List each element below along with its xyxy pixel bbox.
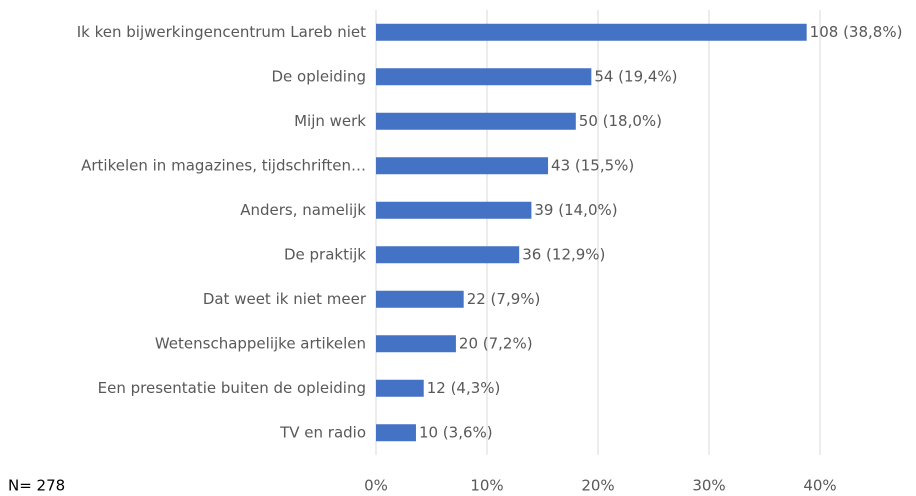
- x-tick-label: 30%: [692, 477, 725, 495]
- data-label: 20 (7,2%): [459, 334, 533, 352]
- data-label: 36 (12,9%): [522, 245, 605, 263]
- data-label: 22 (7,9%): [467, 290, 541, 308]
- y-tick-label: Artikelen in magazines, tijdschriften…: [81, 156, 366, 174]
- bar: [376, 379, 424, 397]
- data-label: 43 (15,5%): [551, 156, 634, 174]
- bar: [376, 424, 416, 442]
- bar: [376, 246, 520, 264]
- y-tick-label: Ik ken bijwerkingencentrum Lareb niet: [77, 23, 366, 41]
- x-tick-label: 40%: [803, 477, 836, 495]
- y-tick-label: De praktijk: [284, 245, 366, 263]
- data-label: 12 (4,3%): [427, 379, 501, 397]
- bar: [376, 112, 576, 130]
- data-label: 50 (18,0%): [579, 112, 662, 130]
- y-tick-label: Anders, namelijk: [240, 201, 366, 219]
- y-tick-label: Een presentatie buiten de opleiding: [98, 379, 366, 397]
- y-tick-label: Wetenschappelijke artikelen: [155, 334, 366, 352]
- bar: [376, 23, 807, 41]
- bar: [376, 68, 592, 86]
- annotation: N= 278: [8, 477, 65, 495]
- data-label: 10 (3,6%): [419, 423, 493, 441]
- bar: [376, 290, 464, 308]
- data-label: 39 (14,0%): [534, 201, 617, 219]
- bar: [376, 335, 456, 353]
- x-tick-label: 10%: [470, 477, 503, 495]
- bar: [376, 201, 532, 219]
- data-label: 108 (38,8%): [810, 23, 903, 41]
- x-tick-label: 20%: [581, 477, 614, 495]
- y-tick-label: Dat weet ik niet meer: [203, 290, 367, 308]
- x-tick-label: 0%: [364, 477, 388, 495]
- bar: [376, 157, 549, 175]
- y-tick-label: Mijn werk: [294, 112, 366, 130]
- y-tick-label: TV en radio: [279, 423, 366, 441]
- data-label: 54 (19,4%): [594, 67, 677, 85]
- y-tick-label: De opleiding: [271, 67, 366, 85]
